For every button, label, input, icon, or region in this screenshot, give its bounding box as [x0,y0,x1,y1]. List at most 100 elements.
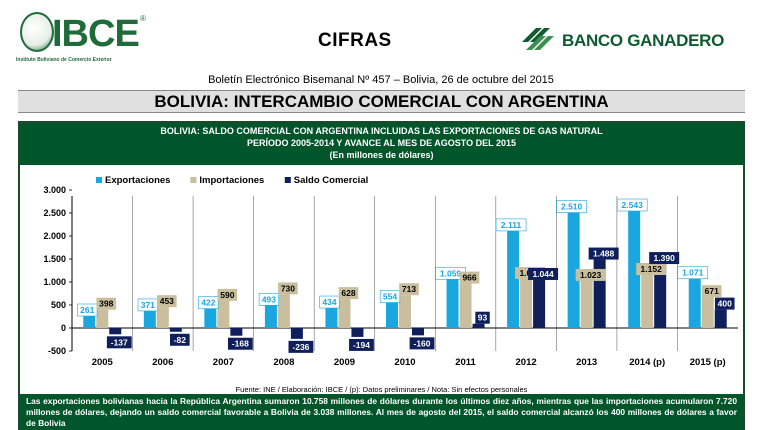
bar [507,230,520,328]
bar [230,328,243,336]
data-label-box [157,295,177,308]
bar [96,309,109,328]
legend-label: Exportaciones [105,175,170,186]
data-label: 1.023 [580,270,602,280]
y-tick-label: -500 [48,346,66,356]
data-label: 453 [160,296,174,306]
bar [412,328,424,336]
x-tick-label: 2006 [152,357,173,368]
bar [109,328,122,335]
bulletin-line: Boletín Electrónico Bisemanal Nº 457 – B… [208,74,554,86]
x-tick-label: 2014 (p) [629,357,665,368]
legend-swatch [284,177,291,183]
y-tick-label: 3.000 [43,185,66,195]
data-label: 371 [141,300,155,310]
bar [325,308,338,328]
x-tick-label: 2005 [92,357,114,368]
x-tick-label: 2013 [576,357,597,368]
data-label-box [649,252,680,265]
data-label-box [96,297,117,310]
bar [714,309,727,328]
data-label-box [616,198,648,212]
y-tick-label: 2.000 [43,231,66,241]
bar [533,279,546,328]
y-tick-label: 500 [51,300,66,310]
data-label: 398 [99,299,113,309]
data-label: -194 [353,340,370,350]
bar [459,283,472,328]
data-label-box [227,337,253,350]
bar [641,275,654,328]
bar [399,295,411,328]
data-label-box [106,336,132,349]
x-tick-label: 2011 [455,357,476,368]
summary-note: Las exportaciones bolivianas hacia la Re… [20,394,743,430]
data-label-box [77,303,98,317]
data-label-box [409,337,435,350]
chart-title-line3: (En millones de dólares) [329,150,434,160]
data-label: 1.390 [654,253,676,263]
data-label: -160 [413,338,430,348]
data-label-box [636,263,667,276]
y-tick-label: 1.000 [43,277,66,287]
bar [217,300,230,328]
data-label: -82 [174,335,187,345]
legend-swatch [96,177,102,183]
bar [567,212,580,328]
data-label-box [588,247,619,260]
bank-stripes-icon [522,28,554,50]
bar [701,297,714,328]
data-label-box [495,218,527,232]
bar [143,310,156,328]
x-tick-label: 2010 [394,357,415,368]
bar [628,211,641,328]
bar [580,280,593,328]
data-label-box [475,311,490,324]
data-label: 671 [705,286,719,296]
registered-mark: ® [140,14,146,23]
data-label: -137 [111,337,128,347]
data-label: 261 [80,305,94,315]
chart-title-line1: BOLIVIA: SALDO COMERCIAL CON ARGENTINA I… [160,126,603,136]
bar [169,328,182,332]
data-label-box [338,287,359,300]
data-label: 1.071 [682,268,704,278]
section-title: CIFRAS [318,30,392,51]
y-tick-label: 0 [61,323,66,333]
data-label: 93 [478,313,488,323]
data-label-box [278,282,298,295]
globe-icon [20,12,54,52]
data-label: 422 [201,298,215,308]
x-tick-label: 2015 (p) [690,357,726,368]
legend-label: Importaciones [199,175,264,186]
data-label: 1.488 [593,249,615,259]
bar [83,315,96,328]
bar [277,294,290,328]
data-label-box [217,288,238,301]
data-label-box [528,267,559,280]
chart-frame: BOLIVIA: SALDO COMERCIAL CON ARGENTINA I… [18,121,745,430]
bar [156,307,169,328]
x-tick-label: 2012 [516,357,537,368]
chart-header: BOLIVIA: SALDO COMERCIAL CON ARGENTINA I… [20,123,743,165]
source-note: Fuente: INE / Elaboración: IBCE / (p): D… [235,385,528,394]
bar [446,279,459,328]
data-label-box [319,295,340,309]
data-label: 966 [462,273,476,283]
data-label: 493 [262,294,276,304]
data-label: 730 [281,283,295,293]
data-label-box [349,338,374,351]
bar [204,308,217,328]
bar [338,299,351,328]
data-label: 554 [383,292,397,302]
data-label: 590 [220,290,234,300]
data-label: 2.510 [561,202,583,212]
data-label-box [379,290,401,303]
data-label: -236 [292,342,309,352]
data-label-box [258,293,280,306]
ibce-logo[interactable]: IBCE ® Instituto Boliviano de Comercio E… [16,10,146,70]
data-label: 1.044 [532,269,554,279]
data-label-box [288,340,314,353]
data-label: 713 [402,284,416,294]
bank-name: BANCO GANADERO [562,31,725,50]
